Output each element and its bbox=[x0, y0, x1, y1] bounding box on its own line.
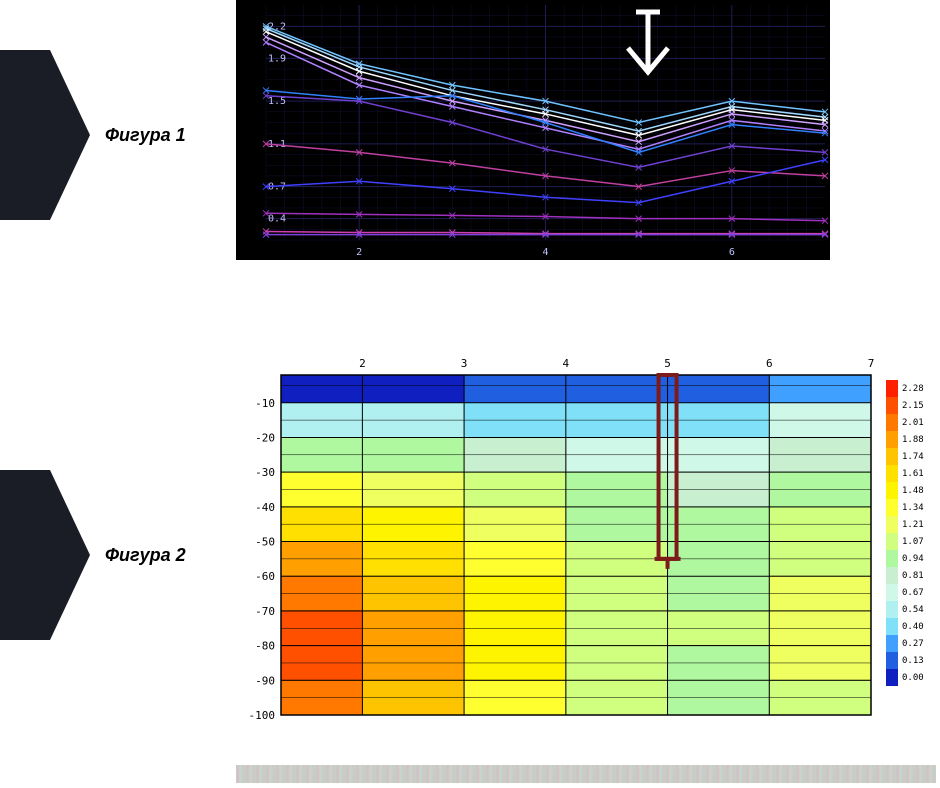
svg-text:-70: -70 bbox=[255, 605, 275, 618]
colorbar-entry: 2.15 bbox=[886, 397, 936, 414]
colorbar-entry: 0.13 bbox=[886, 652, 936, 669]
svg-text:-40: -40 bbox=[255, 501, 275, 514]
svg-text:-100: -100 bbox=[249, 709, 276, 720]
colorbar-entry: 2.28 bbox=[886, 380, 936, 397]
svg-text:6: 6 bbox=[766, 357, 773, 370]
svg-text:3: 3 bbox=[461, 357, 468, 370]
svg-text:0.7: 0.7 bbox=[268, 182, 286, 193]
decor-arrow-2 bbox=[0, 470, 90, 640]
svg-text:1.5: 1.5 bbox=[268, 96, 286, 107]
figure2-colorbar: 2.282.152.011.881.741.611.481.341.211.07… bbox=[886, 380, 936, 686]
figure2-label-arrow: Фигура 2 bbox=[0, 470, 186, 640]
colorbar-entry: 0.54 bbox=[886, 601, 936, 618]
colorbar-entry: 0.27 bbox=[886, 635, 936, 652]
svg-text:2: 2 bbox=[359, 357, 366, 370]
svg-text:-20: -20 bbox=[255, 431, 275, 444]
svg-text:-50: -50 bbox=[255, 536, 275, 549]
svg-text:-80: -80 bbox=[255, 640, 275, 653]
svg-text:6: 6 bbox=[729, 247, 735, 258]
svg-text:2: 2 bbox=[356, 247, 362, 258]
colorbar-entry: 1.07 bbox=[886, 533, 936, 550]
colorbar-entry: 0.67 bbox=[886, 584, 936, 601]
svg-text:0.4: 0.4 bbox=[268, 214, 286, 225]
svg-text:-30: -30 bbox=[255, 466, 275, 479]
svg-text:-60: -60 bbox=[255, 570, 275, 583]
colorbar-entry: 0.00 bbox=[886, 669, 936, 686]
svg-text:7: 7 bbox=[868, 357, 875, 370]
colorbar-entry: 1.88 bbox=[886, 431, 936, 448]
figure2-label: Фигура 2 bbox=[105, 545, 186, 566]
figure1-label-arrow: Фигура 1 bbox=[0, 50, 186, 220]
figure1-label: Фигура 1 bbox=[105, 125, 186, 146]
colorbar-entry: 1.34 bbox=[886, 499, 936, 516]
svg-text:4: 4 bbox=[563, 357, 570, 370]
decor-arrow-1 bbox=[0, 50, 90, 220]
colorbar-entry: 1.21 bbox=[886, 516, 936, 533]
svg-text:-90: -90 bbox=[255, 674, 275, 687]
figure2-chart: 2 3 4 5 6 7 -10 -20 -30 -40 -50 -60 -70 -80 -90 -100 2.… bbox=[236, 350, 936, 720]
noise-strip bbox=[236, 765, 936, 783]
colorbar-entry: 0.94 bbox=[886, 550, 936, 567]
svg-text:4: 4 bbox=[542, 247, 548, 258]
svg-text:5: 5 bbox=[664, 357, 671, 370]
colorbar-entry: 0.40 bbox=[886, 618, 936, 635]
colorbar-entry: 0.81 bbox=[886, 567, 936, 584]
svg-text:-10: -10 bbox=[255, 397, 275, 410]
colorbar-entry: 2.01 bbox=[886, 414, 936, 431]
colorbar-entry: 1.61 bbox=[886, 465, 936, 482]
svg-text:1.9: 1.9 bbox=[268, 53, 286, 64]
colorbar-entry: 1.48 bbox=[886, 482, 936, 499]
figure1-chart: 2460.40.71.11.51.92.2 bbox=[236, 0, 830, 260]
colorbar-entry: 1.74 bbox=[886, 448, 936, 465]
